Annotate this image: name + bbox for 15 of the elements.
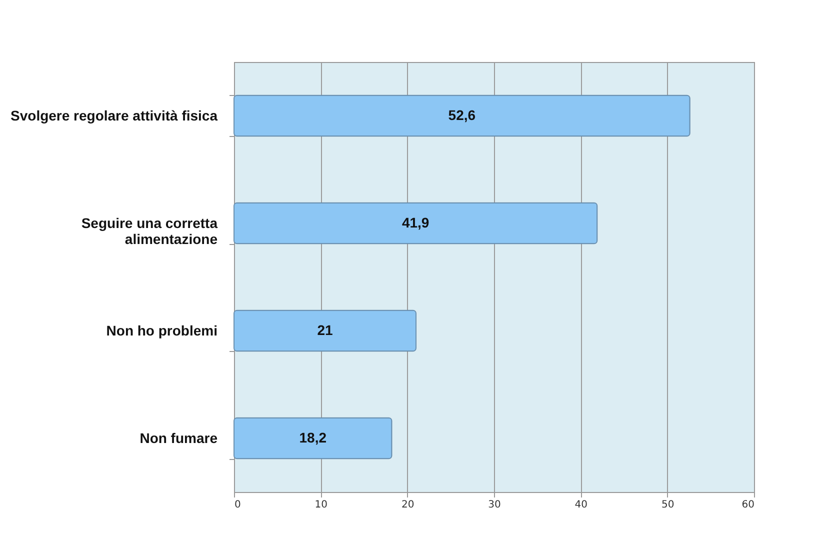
x-tick-label: 50 xyxy=(661,500,674,510)
y-tick-label: Non ho problemi xyxy=(106,322,218,338)
y-tick-label: Seguire una corretta alimentazione xyxy=(81,214,218,247)
x-tick-label: 0 xyxy=(234,500,241,510)
x-tick-label: 30 xyxy=(488,500,501,510)
data-label: 41,9 xyxy=(402,214,430,230)
x-tick-label: 60 xyxy=(742,500,754,510)
data-label: 52,6 xyxy=(448,106,476,123)
x-tick-label: 20 xyxy=(401,500,414,510)
y-tick-label: Svolgere regolare attività fisica xyxy=(10,107,218,124)
x-tick-label: 40 xyxy=(574,500,588,510)
x-tick-label: 10 xyxy=(314,500,328,510)
data-label: 21 xyxy=(317,322,333,338)
y-tick-label: Non fumare xyxy=(140,430,218,446)
data-label: 18,2 xyxy=(299,429,327,446)
